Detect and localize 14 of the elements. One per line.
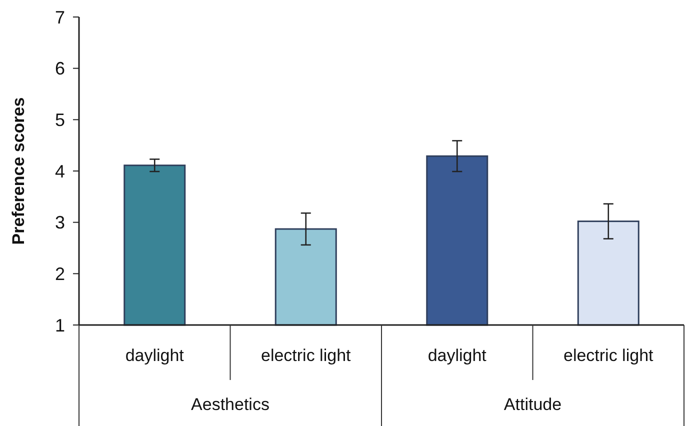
y-tick-label: 5 bbox=[54, 110, 65, 130]
y-tick-label: 7 bbox=[54, 7, 65, 28]
y-tick-label: 1 bbox=[54, 315, 65, 336]
y-tick-label: 4 bbox=[54, 161, 65, 182]
x-tick-label: daylight bbox=[125, 346, 184, 365]
x-tick-label: electric light bbox=[260, 346, 352, 365]
text: Aesthetics bbox=[191, 395, 270, 414]
y-tick-label: 6 bbox=[54, 58, 65, 79]
y-tick-label: 3 bbox=[54, 212, 65, 233]
x-tick-label: electric light bbox=[563, 346, 654, 365]
y-tick-label: 2 bbox=[54, 264, 65, 284]
text: Attitude bbox=[504, 395, 562, 414]
y-axis-title: Preference scores bbox=[9, 97, 28, 245]
x-tick-label: daylight bbox=[428, 346, 487, 365]
